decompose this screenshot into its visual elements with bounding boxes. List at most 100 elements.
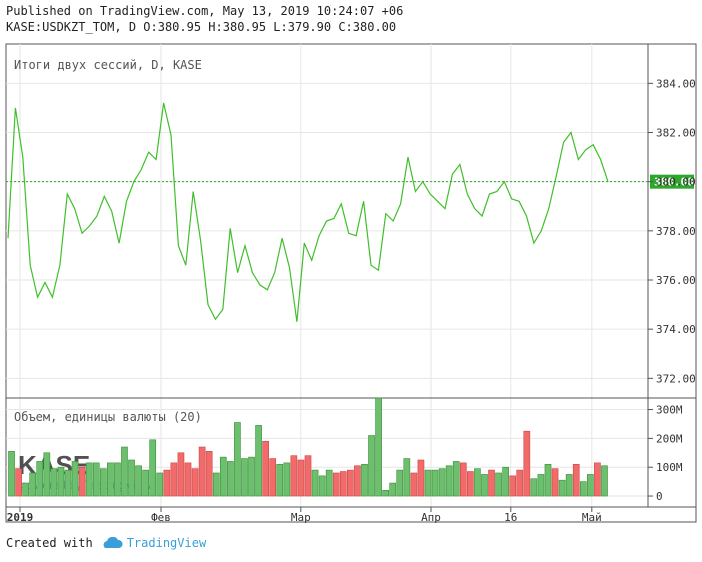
volume-bar [64, 469, 72, 497]
volume-bar [241, 458, 248, 497]
volume-bar [424, 469, 432, 497]
volume-bar [262, 440, 269, 497]
volume-bar [459, 462, 467, 497]
volume-bar [431, 469, 439, 497]
volume-bar [551, 468, 559, 497]
volume-bars [8, 397, 608, 497]
volume-bar [248, 456, 255, 497]
volume-bar [205, 451, 213, 497]
volume-bar [516, 469, 524, 497]
volume-bar [85, 462, 93, 497]
volume-bar [558, 479, 566, 497]
price-tick-label: 382.00 [656, 127, 696, 140]
volume-bar [375, 397, 382, 497]
volume-bar [99, 468, 107, 497]
volume-bar [170, 462, 178, 497]
volume-bar [347, 469, 354, 497]
volume-bar [410, 472, 418, 497]
chart-frame [5, 43, 697, 523]
volume-bar [191, 468, 199, 497]
volume-bar [565, 474, 573, 497]
time-tick-label: Фев [151, 511, 171, 524]
volume-bar [452, 461, 460, 497]
volume-bar [57, 466, 65, 497]
volume-bar [332, 472, 340, 497]
volume-tick-label: 0 [656, 490, 663, 503]
volume-bar [227, 461, 234, 497]
tradingview-cloud-icon [103, 537, 123, 548]
volume-bar [594, 462, 601, 497]
volume-bar [502, 466, 509, 497]
volume-bar [128, 459, 135, 497]
time-tick-label: Май [582, 511, 602, 524]
time-tick-label: 16 [504, 511, 517, 524]
volume-bar [382, 489, 389, 497]
volume-bar [177, 452, 185, 497]
volume-bar [530, 478, 538, 497]
volume-bar [368, 435, 375, 497]
volume-bar [304, 455, 312, 497]
volume-bar [474, 468, 481, 497]
price-line [7, 102, 609, 322]
price-pane-title: Итоги двух сессий, D, KASE [14, 58, 202, 72]
volume-bar [283, 462, 291, 497]
volume-bar [354, 465, 361, 497]
volume-bar [325, 469, 333, 497]
volume-pane-title: Объем, единицы валюты (20) [14, 410, 202, 424]
created-with-label: Created with [6, 536, 93, 550]
volume-bar [198, 446, 206, 497]
volume-bar [467, 471, 474, 497]
volume-bar [71, 461, 79, 497]
volume-bar [219, 456, 227, 497]
price-tick-label: 376.00 [656, 274, 696, 287]
last-price-label: 380.00 [654, 176, 694, 189]
volume-bar [43, 452, 51, 497]
volume-bar [36, 461, 44, 497]
volume-bar [290, 455, 298, 497]
volume-bar [544, 464, 552, 497]
price-tick-label: 374.00 [656, 323, 696, 336]
volume-bar [537, 474, 545, 497]
last-price-badge [650, 174, 694, 189]
tradingview-link[interactable]: TradingView [126, 536, 207, 550]
volume-bar [523, 430, 531, 497]
published-line: Published on TradingView.com, May 13, 20… [6, 4, 404, 18]
volume-bar [135, 465, 142, 497]
volume-bar [438, 468, 446, 497]
volume-bar [107, 462, 114, 497]
time-axis-ticks: 2019 Фев Мар Апр 16 Май [7, 507, 602, 524]
volume-bar [276, 464, 284, 497]
volume-bar [92, 462, 100, 497]
volume-bar [587, 474, 594, 497]
volume-bar [163, 469, 171, 497]
volume-bar [121, 446, 128, 497]
volume-tick-label: 200M [656, 432, 683, 445]
volume-bar [339, 471, 347, 497]
symbol-ohlc-line: KASE:USDKZT_TOM, D O:380.95 H:380.95 L:3… [6, 20, 397, 34]
volume-bar [579, 481, 587, 497]
volume-tick-label: 300M [656, 404, 683, 417]
time-tick-label: Мар [291, 511, 311, 524]
volume-bar [488, 469, 495, 497]
time-tick-label: Апр [421, 511, 441, 524]
volume-bar [114, 462, 121, 497]
volume-bar [361, 464, 368, 497]
volume-bar [22, 482, 29, 497]
volume-bar [78, 466, 86, 497]
price-axis-ticks: 384.00 382.00 380.00 378.00 376.00 374.00 372.… [648, 77, 696, 385]
volume-bar [318, 475, 326, 497]
chart[interactable]: KASE powered by TradingView 380.00 Итоги… [0, 0, 702, 532]
volume-bar [297, 459, 305, 497]
volume-bar [311, 469, 319, 497]
volume-bar [212, 472, 220, 497]
volume-tick-label: 100M [656, 461, 683, 474]
price-tick-label: 384.00 [656, 77, 696, 90]
price-tick-label: 380.00 [656, 176, 696, 189]
volume-bar [255, 425, 262, 497]
footer: Created with TradingView [6, 536, 206, 550]
volume-bar [269, 458, 277, 497]
volume-bar [417, 459, 425, 497]
volume-bar [601, 465, 608, 497]
price-tick-label: 372.00 [656, 372, 696, 385]
volume-bar [396, 469, 404, 497]
